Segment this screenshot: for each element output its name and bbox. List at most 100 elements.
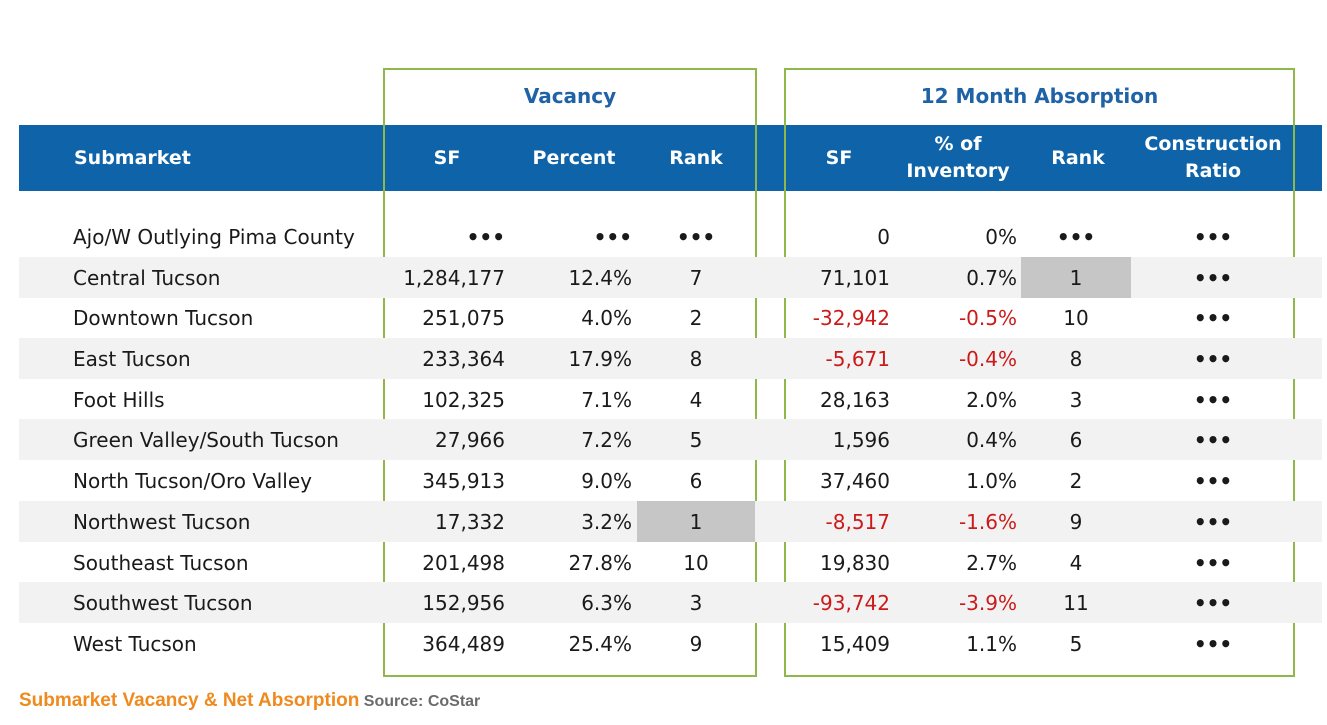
table-row: Southwest Tucson 152,956 6.3% 3 -93,742 -3.9%…: [19, 582, 1322, 623]
cell-construction-ratio: •••: [1193, 266, 1233, 290]
cell-absorption-sf: -5,671: [825, 347, 890, 371]
col-header-absorption-sf: SF: [825, 146, 853, 169]
cell-vacancy-rank: 9: [689, 632, 703, 656]
cell-absorption-rank: 11: [1063, 591, 1089, 615]
cell-pct-inventory: -0.4%: [958, 347, 1017, 371]
figure-caption: Submarket Vacancy & Net Absorption Sourc…: [19, 690, 480, 712]
cell-construction-ratio: •••: [1193, 510, 1233, 534]
col-header-pct-line2: Inventory: [906, 160, 1010, 182]
col-header-absorption-rank: Rank: [1051, 146, 1105, 169]
cell-vacancy-percent: 4.0%: [581, 306, 632, 330]
table-row: Central Tucson 1,284,177 12.4% 7 71,101 0.7% 1…: [19, 257, 1322, 298]
vacancy-group-title: Vacancy: [523, 84, 617, 108]
cell-vacancy-sf: •••: [466, 225, 505, 249]
cell-vacancy-rank: 8: [689, 347, 703, 371]
cell-pct-inventory: 0.7%: [966, 266, 1017, 290]
cell-submarket: Northwest Tucson: [73, 510, 251, 534]
cell-absorption-rank: 9: [1069, 510, 1083, 534]
col-header-submarket: Submarket: [74, 146, 191, 169]
col-header-vacancy-percent: Percent: [532, 146, 616, 169]
cell-submarket: West Tucson: [73, 632, 197, 656]
cell-submarket: Downtown Tucson: [73, 306, 254, 330]
cell-absorption-rank: •••: [1056, 225, 1096, 249]
col-header-construction-ratio: Construction Ratio: [1134, 125, 1292, 191]
cell-absorption-rank: 4: [1069, 551, 1083, 575]
cell-submarket: Foot Hills: [73, 388, 165, 412]
cell-vacancy-percent: 6.3%: [581, 591, 632, 615]
cell-absorption-sf: -8,517: [825, 510, 890, 534]
cell-vacancy-rank: 4: [689, 388, 703, 412]
cell-absorption-rank: 6: [1069, 428, 1083, 452]
cell-absorption-sf: 71,101: [820, 266, 890, 290]
cell-construction-ratio: •••: [1193, 469, 1233, 493]
absorption-group-title: 12 Month Absorption: [920, 84, 1159, 108]
cell-vacancy-sf: 364,489: [422, 632, 505, 656]
cell-vacancy-percent: 25.4%: [568, 632, 632, 656]
cell-absorption-rank: 3: [1069, 388, 1083, 412]
table-row: Downtown Tucson 251,075 4.0% 2 -32,942 -0.5% 1…: [19, 297, 1322, 338]
cell-absorption-sf: 1,596: [832, 428, 890, 452]
cell-pct-inventory: 0.4%: [966, 428, 1017, 452]
cell-pct-inventory: 0%: [985, 225, 1017, 249]
cell-pct-inventory: 2.7%: [966, 551, 1017, 575]
table-row: East Tucson 233,364 17.9% 8 -5,671 -0.4% 8 •••: [19, 338, 1322, 379]
table-row: Southeast Tucson 201,498 27.8% 10 19,830 2.7%…: [19, 542, 1322, 583]
cell-absorption-rank: 8: [1069, 347, 1083, 371]
cell-vacancy-rank: 10: [683, 551, 709, 575]
cell-construction-ratio: •••: [1193, 388, 1233, 412]
table-header: [19, 125, 1322, 191]
cell-vacancy-percent: 27.8%: [568, 551, 632, 575]
cell-construction-ratio: •••: [1193, 632, 1233, 656]
table-row: Northwest Tucson 17,332 3.2% 1 -8,517 -1.6% 9 •…: [19, 501, 1322, 542]
col-header-construction-line1: Construction: [1144, 133, 1282, 155]
cell-absorption-sf: 28,163: [820, 388, 890, 412]
cell-submarket: Southeast Tucson: [73, 551, 249, 575]
cell-vacancy-percent: 7.1%: [581, 388, 632, 412]
cell-pct-inventory: 1.0%: [966, 469, 1017, 493]
cell-vacancy-rank: 5: [689, 428, 703, 452]
cell-submarket: Southwest Tucson: [73, 591, 253, 615]
cell-vacancy-sf: 1,284,177: [403, 266, 505, 290]
cell-vacancy-rank: •••: [676, 225, 716, 249]
cell-submarket: East Tucson: [73, 347, 191, 371]
cell-pct-inventory: -1.6%: [958, 510, 1017, 534]
cell-construction-ratio: •••: [1193, 306, 1233, 330]
cell-absorption-rank: 10: [1063, 306, 1089, 330]
col-header-pct-inventory: % of Inventory: [888, 125, 1028, 191]
cell-vacancy-sf: 102,325: [422, 388, 505, 412]
cell-vacancy-rank: 1: [637, 501, 755, 542]
cell-vacancy-sf: 17,332: [435, 510, 505, 534]
cell-absorption-rank: 1: [1021, 257, 1131, 298]
table-row: Ajo/W Outlying Pima County ••• ••• ••• 0 0% ••…: [19, 216, 1322, 257]
cell-construction-ratio: •••: [1193, 225, 1233, 249]
cell-vacancy-percent: 3.2%: [581, 510, 632, 534]
cell-construction-ratio: •••: [1193, 591, 1233, 615]
cell-absorption-sf: 37,460: [820, 469, 890, 493]
cell-submarket: Central Tucson: [73, 266, 221, 290]
caption-title: Submarket Vacancy & Net Absorption: [19, 690, 360, 711]
header-divider: [1293, 125, 1295, 191]
cell-pct-inventory: 2.0%: [966, 388, 1017, 412]
cell-vacancy-sf: 201,498: [422, 551, 505, 575]
header-divider: [784, 125, 786, 191]
cell-absorption-sf: -32,942: [812, 306, 890, 330]
col-header-construction-line2: Ratio: [1184, 160, 1242, 182]
cell-absorption-sf: 15,409: [820, 632, 890, 656]
cell-vacancy-percent: 12.4%: [568, 266, 632, 290]
col-header-vacancy-rank: Rank: [669, 146, 723, 169]
col-header-vacancy-sf: SF: [433, 146, 461, 169]
cell-vacancy-sf: 233,364: [422, 347, 505, 371]
cell-absorption-sf: 0: [877, 225, 890, 249]
caption-source: Source: CoStar: [363, 693, 481, 710]
cell-absorption-sf: 19,830: [820, 551, 890, 575]
cell-vacancy-sf: 251,075: [422, 306, 505, 330]
header-divider: [755, 125, 757, 191]
cell-vacancy-sf: 27,966: [435, 428, 505, 452]
cell-vacancy-percent: •••: [593, 225, 632, 249]
table-row: North Tucson/Oro Valley 345,913 9.0% 6 37,46…: [19, 460, 1322, 501]
cell-absorption-sf: -93,742: [812, 591, 890, 615]
cell-vacancy-percent: 17.9%: [568, 347, 632, 371]
cell-submarket: North Tucson/Oro Valley: [73, 469, 312, 493]
cell-construction-ratio: •••: [1193, 551, 1233, 575]
cell-vacancy-rank: 2: [689, 306, 703, 330]
